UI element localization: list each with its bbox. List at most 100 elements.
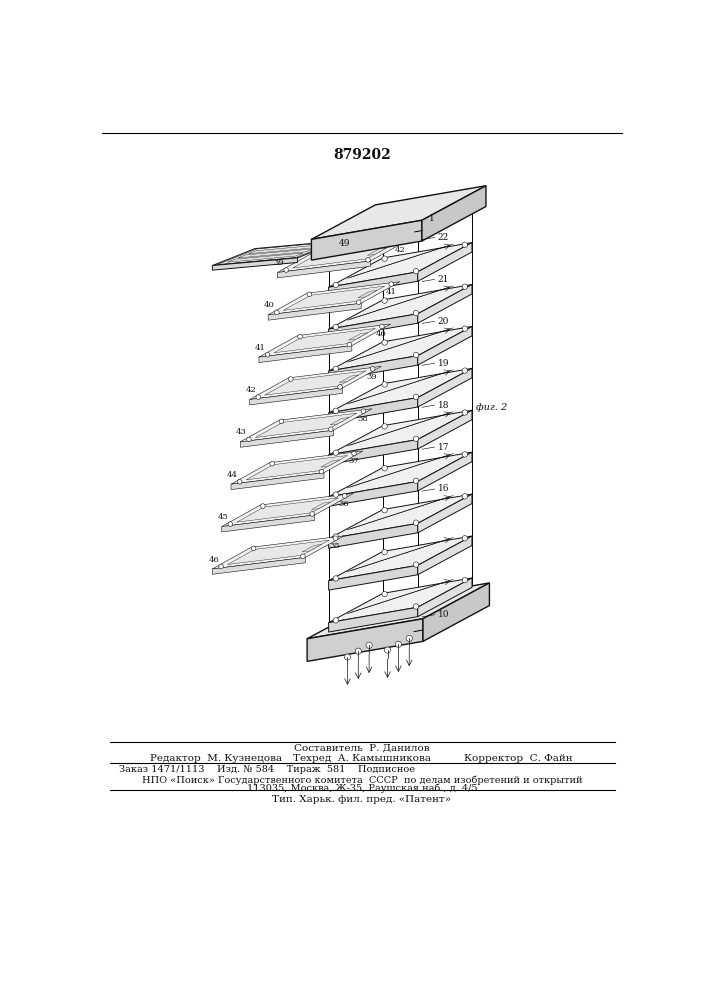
Circle shape	[333, 324, 339, 330]
Polygon shape	[222, 515, 315, 532]
Polygon shape	[246, 455, 348, 480]
Text: 879202: 879202	[333, 148, 391, 162]
Polygon shape	[255, 413, 357, 437]
Text: 20: 20	[438, 317, 449, 326]
Circle shape	[361, 409, 366, 413]
Circle shape	[316, 250, 321, 254]
Polygon shape	[418, 410, 472, 449]
Text: Составитель  Р. Данилов: Составитель Р. Данилов	[294, 744, 430, 753]
Polygon shape	[329, 356, 418, 381]
Polygon shape	[329, 536, 472, 581]
Polygon shape	[329, 368, 472, 413]
Polygon shape	[212, 241, 340, 266]
Polygon shape	[268, 303, 361, 320]
Polygon shape	[302, 545, 321, 552]
Circle shape	[288, 377, 293, 381]
Polygon shape	[329, 494, 472, 539]
Circle shape	[319, 469, 324, 474]
Circle shape	[329, 427, 333, 432]
Polygon shape	[418, 243, 472, 281]
Polygon shape	[418, 201, 472, 239]
Text: 42: 42	[245, 386, 256, 394]
Circle shape	[333, 282, 339, 288]
Text: 18: 18	[438, 401, 449, 410]
Text: Заказ 1471/1113    Изд. № 584    Тираж  581    Подписное: Заказ 1471/1113 Изд. № 584 Тираж 581 Под…	[119, 765, 416, 774]
Text: 40: 40	[264, 301, 275, 309]
Polygon shape	[212, 557, 305, 574]
Circle shape	[300, 554, 305, 559]
Circle shape	[382, 298, 387, 303]
Polygon shape	[212, 536, 344, 569]
Circle shape	[395, 641, 402, 647]
Circle shape	[333, 492, 339, 497]
Polygon shape	[329, 398, 418, 422]
Circle shape	[279, 419, 284, 424]
Polygon shape	[329, 452, 472, 497]
Circle shape	[342, 494, 347, 498]
Text: 17: 17	[438, 443, 449, 452]
Circle shape	[382, 508, 387, 513]
Circle shape	[462, 452, 467, 457]
Polygon shape	[418, 494, 472, 533]
Polygon shape	[329, 481, 418, 506]
Polygon shape	[368, 248, 386, 255]
Polygon shape	[277, 261, 370, 278]
Polygon shape	[231, 451, 363, 484]
Circle shape	[414, 227, 419, 232]
Circle shape	[347, 342, 351, 347]
Text: 113035, Москва, Ж-35, Раушская наб., д. 4/5: 113035, Москва, Ж-35, Раушская наб., д. …	[247, 784, 477, 793]
Circle shape	[333, 576, 339, 581]
Text: 39: 39	[274, 259, 284, 267]
Circle shape	[389, 282, 394, 286]
Text: Техред  А. Камышникова: Техред А. Камышникова	[293, 754, 431, 763]
Text: 38: 38	[357, 415, 368, 423]
Text: Тип. Харьк. фил. пред. «Патент»: Тип. Харьк. фил. пред. «Патент»	[272, 795, 452, 804]
Polygon shape	[231, 473, 324, 490]
Circle shape	[218, 564, 223, 569]
Circle shape	[274, 310, 279, 315]
Polygon shape	[307, 583, 489, 639]
Circle shape	[333, 534, 339, 539]
Circle shape	[462, 536, 467, 541]
Polygon shape	[418, 368, 472, 407]
Text: 10: 10	[438, 610, 449, 619]
Polygon shape	[307, 619, 423, 661]
Polygon shape	[329, 243, 472, 287]
Polygon shape	[418, 285, 472, 323]
Polygon shape	[274, 328, 375, 353]
Circle shape	[270, 461, 274, 466]
Circle shape	[344, 654, 351, 660]
Circle shape	[382, 466, 387, 471]
Circle shape	[256, 395, 261, 399]
Circle shape	[382, 214, 387, 219]
Polygon shape	[311, 220, 422, 260]
Polygon shape	[418, 578, 472, 617]
Circle shape	[261, 504, 265, 508]
Text: Редактор  М. Кузнецова: Редактор М. Кузнецова	[151, 754, 283, 763]
Text: 43: 43	[236, 428, 247, 436]
Polygon shape	[227, 253, 303, 262]
Circle shape	[462, 410, 467, 415]
Circle shape	[462, 200, 467, 206]
Polygon shape	[349, 333, 368, 340]
Text: 36: 36	[339, 500, 349, 508]
Circle shape	[298, 334, 303, 339]
Polygon shape	[423, 583, 489, 641]
Text: 35: 35	[329, 542, 340, 550]
Text: 44: 44	[227, 471, 238, 479]
Polygon shape	[312, 502, 331, 510]
Circle shape	[462, 494, 467, 499]
Text: фиг. 2: фиг. 2	[476, 403, 508, 412]
Text: 49: 49	[339, 239, 350, 248]
Circle shape	[398, 239, 403, 244]
Polygon shape	[237, 498, 339, 522]
Circle shape	[414, 478, 419, 483]
Circle shape	[310, 512, 315, 516]
Circle shape	[238, 479, 242, 484]
Polygon shape	[222, 493, 354, 527]
Circle shape	[333, 450, 339, 455]
Text: 1: 1	[428, 214, 434, 223]
Text: 41: 41	[255, 344, 266, 352]
Text: 42: 42	[395, 246, 405, 254]
Circle shape	[228, 522, 233, 526]
